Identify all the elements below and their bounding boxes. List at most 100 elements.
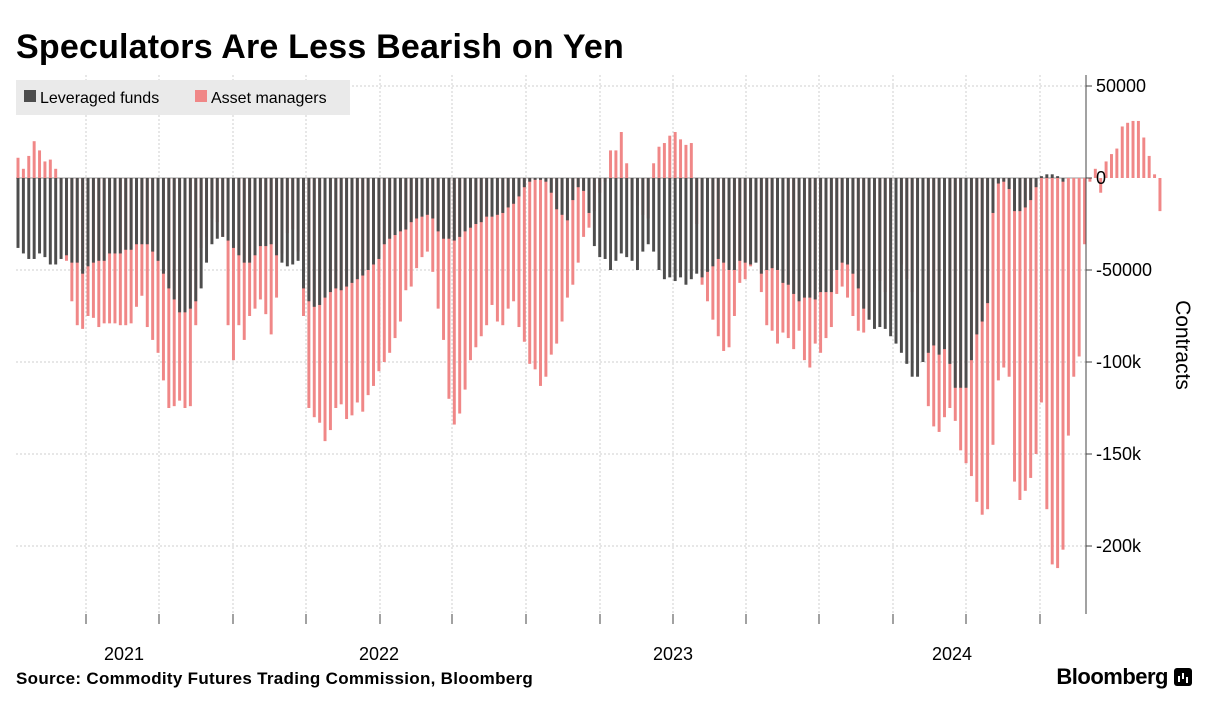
asset-managers-bar — [576, 178, 580, 263]
asset-managers-bar — [522, 178, 526, 342]
leveraged-funds-bar — [205, 178, 209, 263]
leveraged-funds-bar — [156, 178, 160, 261]
leveraged-funds-bar — [318, 178, 322, 305]
leveraged-funds-bar — [490, 178, 494, 217]
leveraged-funds-bar — [264, 178, 268, 247]
asset-managers-bar — [398, 178, 402, 322]
asset-managers-bar — [231, 178, 235, 361]
leveraged-funds-bar — [996, 178, 1000, 184]
leveraged-funds-bar — [172, 178, 176, 300]
leveraged-funds-bar — [609, 178, 612, 270]
asset-managers-bar — [1136, 120, 1140, 178]
leveraged-funds-bar — [296, 178, 300, 261]
asset-managers-bar — [512, 178, 516, 302]
asset-managers-bar — [684, 144, 688, 178]
leveraged-funds-bar — [889, 178, 893, 337]
x-tick-label: 2022 — [359, 644, 399, 660]
asset-managers-bar — [1029, 178, 1033, 478]
leveraged-funds-bar — [70, 178, 74, 263]
leveraged-funds-bar — [501, 178, 505, 213]
asset-managers-bar — [495, 178, 499, 322]
leveraged-funds-bar — [544, 178, 548, 182]
leveraged-funds-bar — [722, 178, 726, 263]
asset-managers-bar — [468, 178, 472, 361]
legend: Leveraged funds Asset managers — [16, 80, 350, 115]
asset-managers-bar — [1056, 178, 1060, 569]
leveraged-funds-bar — [711, 178, 715, 267]
asset-managers-bar — [1018, 178, 1022, 500]
leveraged-funds-bar — [258, 178, 262, 247]
leveraged-funds-bar — [953, 178, 957, 388]
asset-managers-bar — [1083, 178, 1087, 245]
asset-managers-bar — [1050, 178, 1054, 565]
leveraged-funds-bar — [776, 178, 779, 270]
asset-managers-bar — [393, 178, 397, 339]
leveraged-funds-bar — [652, 178, 656, 252]
leveraged-funds-bar — [334, 178, 338, 289]
leveraged-funds-bar — [151, 178, 155, 252]
leveraged-funds-bar — [458, 178, 462, 237]
leveraged-funds-bar — [738, 178, 742, 261]
leveraged-funds-bar — [1002, 178, 1006, 182]
leveraged-funds-bar — [377, 178, 381, 259]
leveraged-funds-bar — [404, 178, 408, 230]
leveraged-funds-bar — [587, 178, 591, 213]
leveraged-funds-bar — [221, 178, 225, 237]
asset-managers-bar — [151, 178, 155, 340]
leveraged-funds-bar — [689, 178, 693, 280]
leveraged-funds-bar — [539, 178, 542, 180]
asset-managers-bar — [485, 178, 489, 326]
leveraged-funds-bar — [512, 178, 516, 204]
asset-managers-bar — [662, 143, 666, 178]
leveraged-funds-bar — [145, 178, 149, 245]
asset-managers-bar — [1110, 154, 1113, 178]
leveraged-funds-bar — [899, 178, 903, 353]
asset-managers-bar — [345, 178, 349, 420]
leveraged-funds-bar — [872, 178, 876, 329]
asset-managers-bar — [614, 150, 618, 178]
leveraged-funds-bar — [350, 178, 354, 283]
asset-managers-bar — [722, 178, 726, 351]
asset-managers-bar — [372, 178, 375, 386]
asset-managers-bar — [549, 178, 553, 355]
leveraged-funds-bar — [1056, 176, 1060, 178]
leveraged-funds-bar — [302, 178, 305, 289]
leveraged-funds-bar — [662, 178, 666, 280]
leveraged-funds-bar — [43, 178, 47, 258]
x-tick-label: 2023 — [653, 644, 693, 660]
leveraged-funds-bar — [1013, 178, 1016, 212]
leveraged-funds-bar — [452, 178, 456, 241]
leveraged-funds-bar — [32, 178, 36, 259]
asset-managers-bar — [463, 178, 467, 390]
leveraged-funds-bar — [824, 178, 828, 293]
leveraged-funds-bar — [275, 178, 279, 256]
asset-managers-bar — [560, 178, 564, 322]
leveraged-funds-bar — [485, 178, 489, 217]
asset-managers-bar — [609, 150, 612, 178]
leveraged-funds-bar — [463, 178, 467, 232]
leveraged-funds-bar — [59, 178, 63, 259]
asset-managers-bar — [1077, 178, 1081, 357]
asset-managers-bar — [366, 178, 370, 396]
leveraged-funds-bar — [603, 178, 607, 259]
leveraged-funds-bar — [1023, 178, 1027, 208]
leveraged-funds-bar — [436, 178, 440, 232]
leveraged-funds-bar — [291, 178, 295, 265]
asset-managers-bar — [48, 159, 52, 178]
y-axis-label: Contracts — [1171, 300, 1194, 390]
leveraged-funds-bar — [48, 178, 52, 265]
leveraged-funds-bar — [598, 178, 602, 258]
leveraged-funds-bar — [840, 178, 844, 263]
asset-managers-bar — [528, 178, 532, 364]
x-tick-label: 2021 — [104, 644, 144, 660]
bars — [16, 120, 1162, 569]
asset-managers-bar — [490, 178, 494, 305]
leveraged-funds-bar — [528, 178, 532, 182]
leveraged-funds-bar — [393, 178, 397, 236]
leveraged-funds-bar — [1029, 178, 1033, 201]
legend-swatch-asset-managers — [195, 90, 207, 102]
leveraged-funds-bar — [916, 178, 920, 377]
leveraged-funds-bar — [969, 178, 973, 361]
asset-managers-bar — [533, 178, 537, 370]
leveraged-funds-bar — [468, 178, 472, 228]
